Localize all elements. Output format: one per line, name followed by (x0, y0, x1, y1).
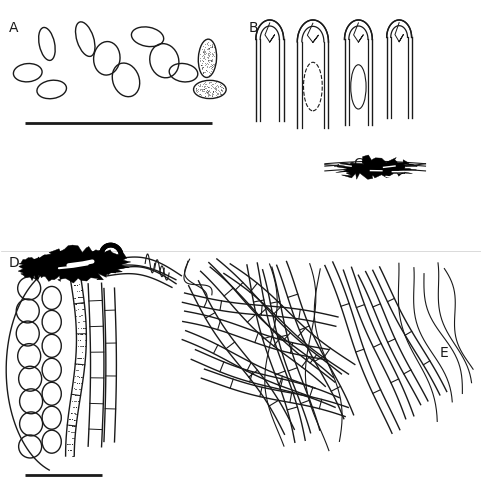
Text: E: E (440, 346, 449, 360)
Polygon shape (18, 257, 48, 280)
Polygon shape (28, 255, 76, 281)
Polygon shape (78, 250, 131, 275)
Text: A: A (9, 21, 18, 35)
Text: C: C (354, 156, 363, 170)
Text: D: D (9, 256, 19, 270)
Polygon shape (334, 155, 417, 180)
Polygon shape (29, 245, 129, 283)
Text: B: B (248, 21, 258, 35)
